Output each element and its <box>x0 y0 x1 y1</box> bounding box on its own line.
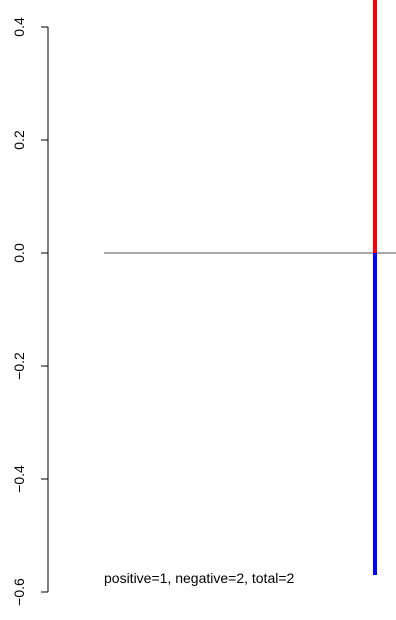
y-tick-label: −0.2 <box>11 352 27 380</box>
y-tick-label: −0.4 <box>11 465 27 493</box>
y-tick-label: −0.6 <box>11 578 27 606</box>
y-tick-label: 0.4 <box>11 17 27 37</box>
y-tick-label: 0.0 <box>11 243 27 263</box>
y-tick-label: 0.2 <box>11 130 27 150</box>
chart-annotation: positive=1, negative=2, total=2 <box>104 570 295 586</box>
y-ticks: −0.6 −0.4 −0.2 0.0 0.2 0.4 <box>11 17 48 606</box>
